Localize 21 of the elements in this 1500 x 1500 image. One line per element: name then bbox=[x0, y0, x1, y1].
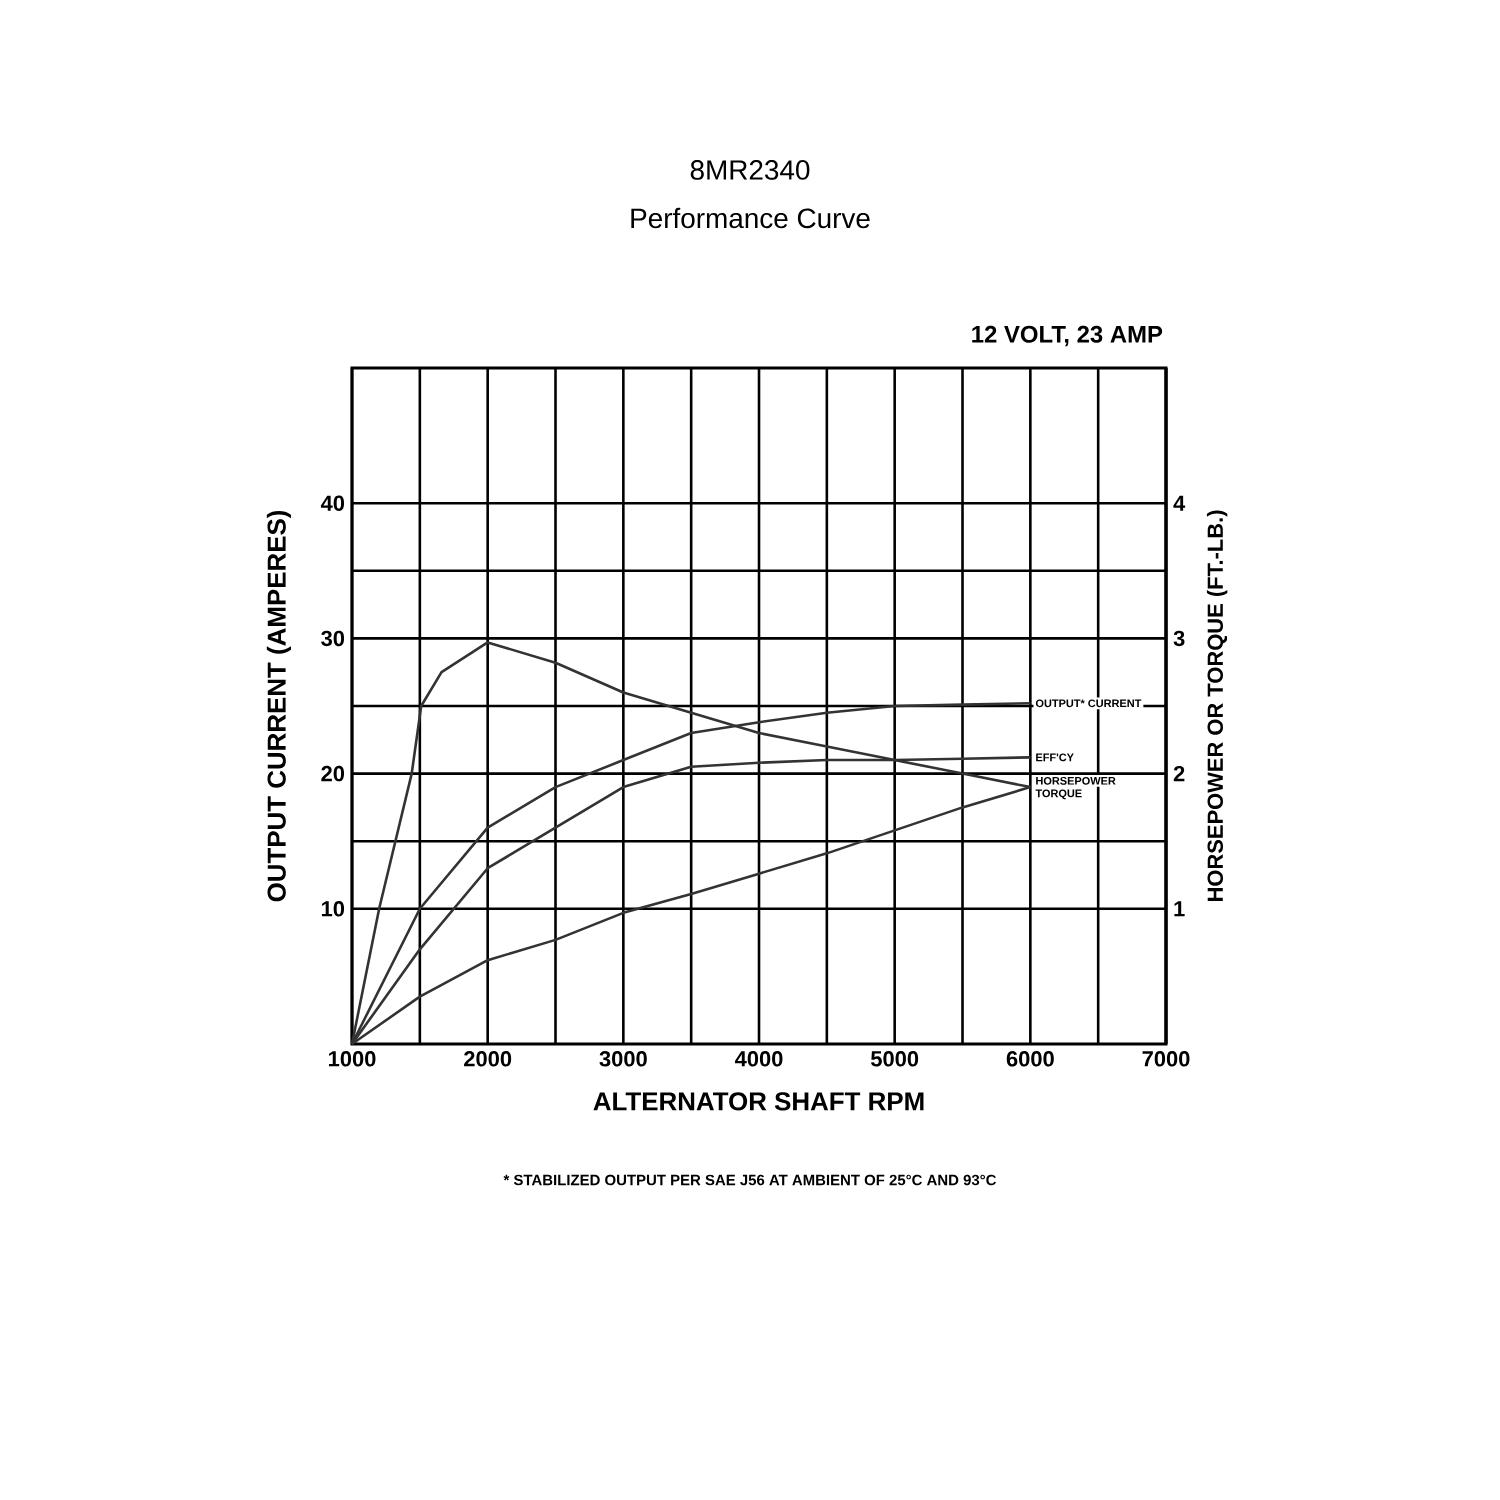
y2-tick-label: 1 bbox=[1174, 901, 1185, 917]
x-tick-label: 6000 bbox=[1006, 1051, 1054, 1067]
chart-title: 8MR2340 bbox=[690, 160, 810, 180]
x-axis-title: ALTERNATOR SHAFT RPM bbox=[593, 1092, 924, 1111]
y2-tick-label: 4 bbox=[1173, 495, 1186, 511]
y2-tick-label: 2 bbox=[1173, 765, 1185, 782]
x-tick-label: 5000 bbox=[870, 1051, 919, 1067]
text: 12 VOLT, 23 AMP bbox=[972, 325, 1163, 347]
x-tick-label: 4000 bbox=[734, 1051, 783, 1067]
y-tick-label: 40 bbox=[320, 495, 345, 511]
y2-axis-title: HORSEPOWER OR TORQUE (FT.-LB.) bbox=[1206, 510, 1228, 901]
y-tick-label: 30 bbox=[321, 630, 345, 647]
chart-subtitle: Performance Curve bbox=[631, 207, 870, 229]
y-tick-label: 20 bbox=[321, 765, 345, 782]
x-tick-label: 1000 bbox=[329, 1051, 376, 1067]
x-tick-label: 2000 bbox=[464, 1051, 512, 1067]
x-tick-label: 3000 bbox=[599, 1051, 647, 1067]
x-tick-label: 7000 bbox=[1142, 1051, 1190, 1067]
y2-tick-label: 3 bbox=[1173, 630, 1185, 647]
y-axis-title: OUTPUT CURRENT (AMPERES) bbox=[266, 510, 291, 902]
y-tick-label: 10 bbox=[321, 901, 345, 917]
